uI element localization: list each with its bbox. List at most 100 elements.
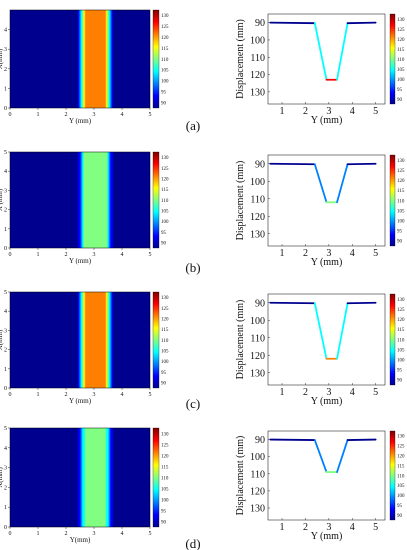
heatmap-colorbar xyxy=(152,151,160,249)
line-y-tick-label: 130 xyxy=(250,229,265,240)
line-y-axis-label: Displacement (mm) xyxy=(235,19,246,99)
heatmap-x-tick-label: 4 xyxy=(121,112,124,118)
heatmap-x-tick-label: 0 xyxy=(9,392,12,398)
heatmap-colorbar-tick-label: 95 xyxy=(161,90,167,95)
heatmap-x-tick-label: 5 xyxy=(149,531,152,537)
heatmap-x-tick-label: 2 xyxy=(65,112,68,118)
heatmap-y-tick-label: 3 xyxy=(4,47,7,53)
heatmap-y-tick-label: 2 xyxy=(4,208,7,214)
heatmap-x-axis-label: Y (mm) xyxy=(69,117,92,125)
heatmap-field xyxy=(9,427,151,528)
heatmap-colorbar-tick-label: 100 xyxy=(161,80,169,85)
line-y-axis-label: Displacement (mm) xyxy=(235,300,246,380)
heatmap-x-tick-label: 3 xyxy=(93,531,96,537)
displacement-line-segment xyxy=(313,439,328,473)
line-y-tick-label: 120 xyxy=(250,70,265,81)
heatmap-colorbar-tick-label: 90 xyxy=(161,520,167,525)
heatmap-x-tick-label: 3 xyxy=(93,392,96,398)
displacement-line-segment xyxy=(313,302,328,360)
displacement-line-segment xyxy=(346,162,377,166)
heatmap-field xyxy=(9,151,151,249)
displacement-line-segment xyxy=(336,22,349,81)
line-x-tick-label: 2 xyxy=(303,522,308,533)
heatmap-colorbar-tick-label: 120 xyxy=(161,177,169,182)
line-colorbar-tick-label: 100 xyxy=(397,494,405,499)
line-x-tick-label: 3 xyxy=(326,387,331,398)
line-colorbar-tick-label: 110 xyxy=(397,58,405,63)
line-y-tick-label: 90 xyxy=(255,18,265,29)
line-colorbar-tick-label: 125 xyxy=(397,28,405,33)
line-colorbar-tick-label: 90 xyxy=(397,240,403,245)
heatmap-x-tick-label: 3 xyxy=(93,252,96,258)
line-colorbar-tick-label: 115 xyxy=(397,189,405,194)
line-x-tick-label: 1 xyxy=(280,248,285,259)
line-colorbar-tick-label: 110 xyxy=(397,199,405,204)
line-y-tick-label: 120 xyxy=(250,351,265,362)
line-y-tick-label: 100 xyxy=(250,316,265,327)
line-x-tick-label: 2 xyxy=(303,248,308,259)
line-y-tick-label: 120 xyxy=(250,212,265,223)
line-x-tick-label: 4 xyxy=(350,248,355,259)
heatmap-colorbar-tick-label: 105 xyxy=(161,487,169,492)
heatmap-colorbar-tick-label: 130 xyxy=(161,432,169,437)
line-colorbar-tick-label: 95 xyxy=(397,369,403,374)
heatmap-colorbar xyxy=(152,427,160,528)
line-x-tick-label: 4 xyxy=(350,522,355,533)
heatmap-colorbar-tick-label: 125 xyxy=(161,25,169,30)
heatmap-colorbar-tick-label: 95 xyxy=(161,231,167,236)
heatmap-colorbar-tick-label: 90 xyxy=(161,381,167,386)
heatmap-y-tick-label: 5 xyxy=(4,290,7,296)
line-y-tick-label: 90 xyxy=(255,435,265,446)
line-colorbar-tick-label: 130 xyxy=(397,18,405,23)
line-colorbar xyxy=(389,13,396,105)
line-colorbar-tick-label: 125 xyxy=(397,445,405,450)
heatmap-colorbar-tick-label: 100 xyxy=(161,498,169,503)
heatmap-y-axis-label: X(mm) xyxy=(0,48,4,69)
line-colorbar-tick-label: 100 xyxy=(397,220,405,225)
line-colorbar-tick-label: 110 xyxy=(397,338,405,343)
line-colorbar-tick-label: 100 xyxy=(397,359,405,364)
line-y-tick-label: 110 xyxy=(250,53,265,64)
line-y-tick-label: 110 xyxy=(250,469,265,480)
heatmap-colorbar-tick-label: 100 xyxy=(161,220,169,225)
line-colorbar-tick-label: 105 xyxy=(397,68,405,73)
line-y-tick-label: 100 xyxy=(250,177,265,188)
line-colorbar-tick-label: 130 xyxy=(397,435,405,440)
heatmap-y-tick-label: 1 xyxy=(4,505,7,511)
heatmap-colorbar-tick-label: 90 xyxy=(161,101,167,106)
heatmap-x-tick-label: 0 xyxy=(9,112,12,118)
displacement-line-segment xyxy=(336,163,349,204)
line-x-tick-label: 5 xyxy=(373,387,378,398)
line-x-axis-label: Y (mm) xyxy=(311,115,343,126)
heatmap-y-tick-label: 4 xyxy=(4,169,7,175)
line-x-tick-label: 4 xyxy=(350,387,355,398)
line-x-tick-label: 1 xyxy=(280,522,285,533)
line-colorbar-tick-label: 125 xyxy=(397,169,405,174)
heatmap-y-tick-label: 3 xyxy=(4,188,7,194)
displacement-line-segment xyxy=(346,438,377,441)
heatmap-x-tick-label: 4 xyxy=(121,392,124,398)
heatmap-y-tick-label: 5 xyxy=(4,150,7,156)
line-colorbar-tick-label: 120 xyxy=(397,318,405,323)
heatmap-colorbar-tick-label: 120 xyxy=(161,36,169,41)
displacement-line-segment xyxy=(336,302,349,360)
heatmap-x-tick-label: 2 xyxy=(65,531,68,537)
heatmap-y-tick-label: 4 xyxy=(4,446,7,452)
displacement-line-segment xyxy=(269,162,316,166)
line-y-tick-label: 130 xyxy=(250,87,265,98)
panel-label: (b) xyxy=(185,260,200,275)
line-y-tick-label: 100 xyxy=(250,35,265,46)
heatmap-colorbar-tick-label: 105 xyxy=(161,209,169,214)
displacement-line-segment xyxy=(313,163,328,204)
line-colorbar-tick-label: 95 xyxy=(397,88,403,93)
heatmap-y-tick-label: 3 xyxy=(4,466,7,472)
line-colorbar-tick-label: 115 xyxy=(397,328,405,333)
line-x-tick-label: 1 xyxy=(280,106,285,117)
line-colorbar-tick-label: 95 xyxy=(397,230,403,235)
line-y-axis-label: Displacement (mm) xyxy=(235,161,246,241)
heatmap-y-tick-label: 0 xyxy=(4,106,7,112)
heatmap-x-tick-label: 2 xyxy=(65,252,68,258)
line-colorbar-tick-label: 120 xyxy=(397,179,405,184)
line-colorbar xyxy=(389,154,396,247)
